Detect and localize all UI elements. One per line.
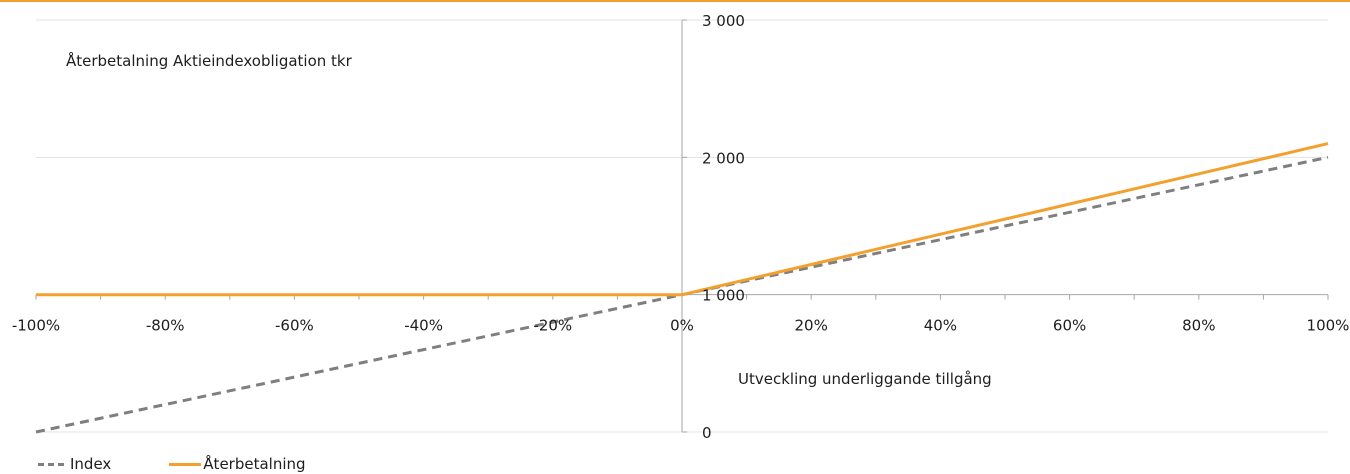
x-tick-label: 80% [1182, 317, 1215, 335]
x-tick-label: 100% [1307, 317, 1350, 335]
y-tick-label: 2 000 [702, 149, 745, 167]
y-tick-label: 0 [702, 424, 712, 442]
legend-swatch-index [38, 462, 64, 466]
x-tick-label: -20% [533, 317, 572, 335]
y-tick-label: 1 000 [702, 287, 745, 305]
legend-item-aterbetalning: Återbetalning [169, 455, 306, 473]
x-tick-label: -40% [404, 317, 443, 335]
chart-title: Återbetalning Aktieindexobligation tkr [66, 51, 353, 70]
legend-label-index: Index [70, 455, 112, 473]
x-tick-label: 20% [795, 317, 828, 335]
x-tick-label: 0% [670, 317, 694, 335]
x-tick-label: -60% [275, 317, 314, 335]
x-tick-label: -100% [12, 317, 60, 335]
x-axis-title: Utveckling underliggande tillgång [738, 370, 992, 388]
y-tick-label: 3 000 [702, 12, 745, 30]
top-accent-rule [0, 0, 1350, 2]
x-tick-label: -80% [146, 317, 185, 335]
legend-swatch-aterbetalning [169, 462, 202, 466]
legend-label-aterbetalning: Återbetalning [203, 455, 306, 473]
x-tick-label: 60% [1053, 317, 1086, 335]
x-tick-label: 40% [924, 317, 957, 335]
legend: Index Återbetalning [38, 454, 364, 474]
legend-item-index: Index [38, 455, 111, 473]
series-line-aterbetalning [36, 142, 1329, 297]
